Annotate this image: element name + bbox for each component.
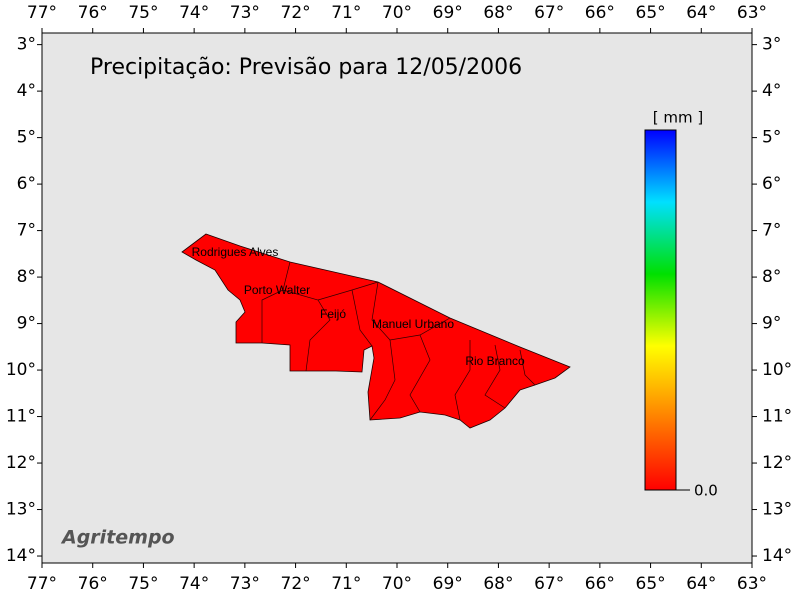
- lon-tick-label: 71°: [331, 3, 361, 23]
- state-region: [181, 233, 571, 429]
- lat-tick-label: 5°: [762, 128, 781, 148]
- colorbar-unit: [ mm ]: [653, 109, 703, 127]
- lat-tick-label: 3°: [762, 35, 781, 55]
- lon-tick-label: 66°: [585, 3, 615, 23]
- lon-tick-label: 64°: [686, 3, 716, 23]
- city-label: Feijó: [320, 307, 346, 321]
- lat-tick-label: 9°: [762, 314, 781, 334]
- lat-tick-label: 5°: [17, 128, 36, 148]
- lat-tick-label: 8°: [762, 267, 781, 287]
- lon-tick-label: 75°: [128, 574, 158, 594]
- district-borders: [261, 261, 536, 421]
- lat-tick-label: 8°: [17, 267, 36, 287]
- lon-tick-label: 72°: [281, 574, 311, 594]
- lat-tick-label: 4°: [17, 81, 36, 101]
- lat-tick-label: 9°: [17, 314, 36, 334]
- lon-tick-label: 70°: [382, 574, 412, 594]
- lon-tick-label: 70°: [382, 3, 412, 23]
- city-label: Rio Branco: [465, 354, 525, 368]
- lon-tick-label: 76°: [78, 574, 108, 594]
- colorbar-min-label: 0.0: [694, 482, 718, 500]
- lon-tick-label: 74°: [179, 3, 209, 23]
- colorbar: [644, 129, 677, 491]
- lon-tick-label: 72°: [281, 3, 311, 23]
- lon-tick-label: 74°: [179, 574, 209, 594]
- city-label: Porto Walter: [244, 283, 310, 297]
- lon-tick-label: 65°: [636, 3, 666, 23]
- city-label: Rodrigues Alves: [192, 245, 279, 259]
- lat-tick-label: 13°: [762, 500, 792, 520]
- credit: Agritempo: [60, 527, 175, 549]
- lon-tick-label: 73°: [230, 574, 260, 594]
- lon-tick-label: 69°: [433, 574, 463, 594]
- lat-tick-label: 11°: [6, 407, 36, 427]
- lon-tick-label: 68°: [483, 3, 513, 23]
- lat-tick-label: 6°: [17, 174, 36, 194]
- lon-tick-label: 77°: [27, 574, 57, 594]
- lat-tick-label: 12°: [6, 453, 36, 473]
- lon-tick-label: 76°: [78, 3, 108, 23]
- city-label: Manuel Urbano: [372, 317, 454, 331]
- lat-tick-label: 3°: [17, 35, 36, 55]
- lat-tick-label: 4°: [762, 81, 781, 101]
- lon-tick-label: 73°: [230, 3, 260, 23]
- lat-tick-label: 11°: [762, 407, 792, 427]
- lon-tick-label: 64°: [686, 574, 716, 594]
- lon-tick-label: 65°: [636, 574, 666, 594]
- lon-tick-label: 77°: [27, 3, 57, 23]
- lon-tick-label: 68°: [483, 574, 513, 594]
- map-title: Precipitação: Previsão para 12/05/2006: [90, 55, 522, 80]
- lat-tick-label: 14°: [6, 546, 36, 566]
- lat-tick-label: 10°: [6, 360, 36, 380]
- lon-tick-label: 63°: [737, 574, 767, 594]
- lat-tick-label: 6°: [762, 174, 781, 194]
- lat-tick-label: 12°: [762, 453, 792, 473]
- lat-tick-label: 14°: [762, 546, 792, 566]
- lon-tick-label: 63°: [737, 3, 767, 23]
- lon-tick-label: 66°: [585, 574, 615, 594]
- lat-tick-label: 13°: [6, 500, 36, 520]
- lat-tick-label: 7°: [17, 221, 36, 241]
- lon-tick-label: 67°: [534, 3, 564, 23]
- lon-tick-label: 67°: [534, 574, 564, 594]
- lon-tick-label: 71°: [331, 574, 361, 594]
- lon-tick-label: 69°: [433, 3, 463, 23]
- lat-tick-label: 10°: [762, 360, 792, 380]
- lat-tick-label: 7°: [762, 221, 781, 241]
- lon-tick-label: 75°: [128, 3, 158, 23]
